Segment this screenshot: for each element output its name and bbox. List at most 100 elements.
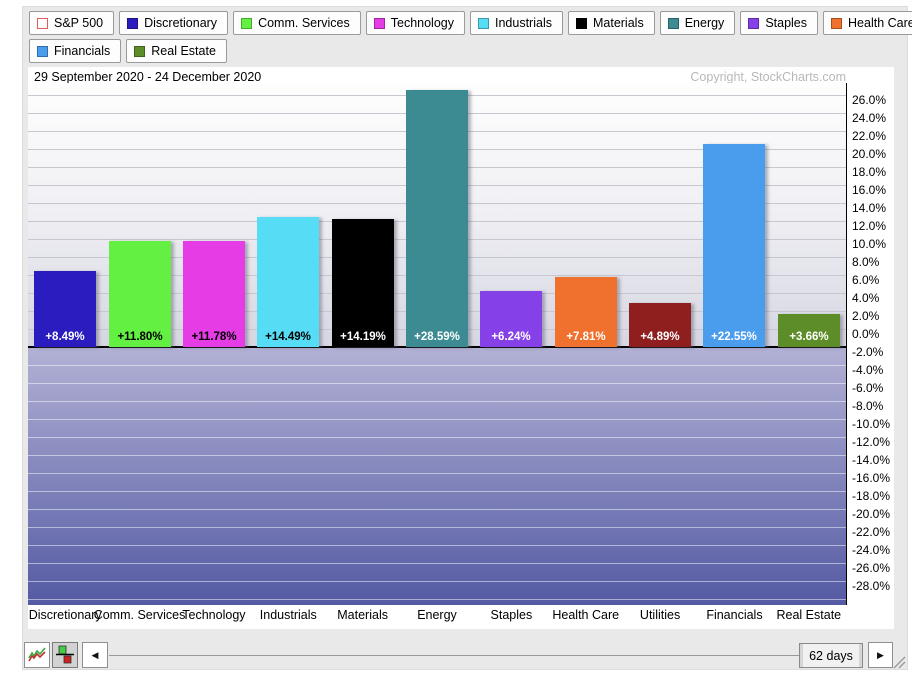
health-care-swatch-icon xyxy=(831,17,843,29)
bar-energy: +28.59% xyxy=(406,90,468,347)
y-tick-label: 26.0% xyxy=(852,93,887,107)
s-p-500-swatch-icon xyxy=(37,17,48,29)
energy-swatch-icon xyxy=(667,17,679,29)
scroll-right-button[interactable]: ▶ xyxy=(868,642,893,668)
range-slider-thumb[interactable]: 62 days xyxy=(799,643,863,668)
y-tick-label: -8.0% xyxy=(852,399,884,413)
y-tick-label: -24.0% xyxy=(852,543,891,557)
line-chart-icon xyxy=(27,645,47,666)
y-tick-label: 8.0% xyxy=(852,255,880,269)
legend-item-real-estate[interactable]: Real Estate xyxy=(126,39,227,63)
bar-value-label: +28.59% xyxy=(414,331,460,343)
bar-real-estate: +3.66% xyxy=(778,314,840,347)
x-tick-label-staples: Staples xyxy=(490,608,533,622)
bar-value-label: +14.19% xyxy=(340,331,386,343)
gridline xyxy=(28,509,846,510)
x-tick-label-materials: Materials xyxy=(337,608,388,622)
bar-value-label: +3.66% xyxy=(789,331,829,343)
x-tick-label-discretionary: Discretionary xyxy=(28,608,102,622)
gridline xyxy=(28,383,846,384)
y-tick-label: -12.0% xyxy=(852,435,891,449)
legend-item-s-p-500[interactable]: S&P 500 xyxy=(29,11,115,35)
legend-item-label: Energy xyxy=(684,16,725,30)
y-tick-label: -26.0% xyxy=(852,561,891,575)
scroll-left-button[interactable]: ◀ xyxy=(82,642,108,668)
discretionary-swatch-icon xyxy=(127,17,139,29)
bar-value-label: +11.78% xyxy=(191,331,237,343)
staples-swatch-icon xyxy=(748,17,760,29)
legend-item-label: Staples xyxy=(765,16,808,30)
legend-item-technology[interactable]: Technology xyxy=(365,11,465,35)
y-tick-label: 10.0% xyxy=(852,237,887,251)
financials-swatch-icon xyxy=(37,45,48,57)
legend-item-discretionary[interactable]: Discretionary xyxy=(119,11,229,35)
y-tick-label: -14.0% xyxy=(852,453,891,467)
y-tick-label: -28.0% xyxy=(852,579,891,593)
left-arrow-icon: ◀ xyxy=(91,649,99,660)
legend-item-financials[interactable]: Financials xyxy=(29,39,122,63)
legend-item-energy[interactable]: Energy xyxy=(659,11,736,35)
legend-item-industrials[interactable]: Industrials xyxy=(470,11,563,35)
gridline xyxy=(28,473,846,474)
gridline xyxy=(28,491,846,492)
bar-value-label: +22.55% xyxy=(711,331,757,343)
range-slider-track[interactable] xyxy=(109,655,799,656)
y-tick-label: -2.0% xyxy=(852,345,884,359)
materials-swatch-icon xyxy=(575,17,587,29)
x-tick-label-utilities: Utilities xyxy=(639,608,681,622)
bar-value-label: +7.81% xyxy=(566,331,606,343)
legend-item-health-care[interactable]: Health Care xyxy=(823,11,912,35)
gridline xyxy=(28,401,846,402)
histogram-icon xyxy=(55,644,75,667)
y-tick-label: 0.0% xyxy=(852,327,880,341)
x-tick-label-industrials: Industrials xyxy=(259,608,317,622)
y-tick-label: -4.0% xyxy=(852,363,884,377)
legend-item-label: S&P 500 xyxy=(54,16,104,30)
gridline xyxy=(28,437,846,438)
bar-materials: +14.19% xyxy=(332,219,394,347)
y-tick-label: 2.0% xyxy=(852,309,880,323)
legend-row-2: Financials Real Estate xyxy=(29,39,232,63)
x-tick-label-financials: Financials xyxy=(706,608,763,622)
gridline xyxy=(28,581,846,582)
bar-comm-services: +11.80% xyxy=(109,241,171,347)
plot-area: +8.49% +11.80% +11.78% +14.49% +14.19% +28.59… xyxy=(28,83,847,605)
legend-item-label: Financials xyxy=(54,44,111,58)
bar-value-label: +14.49% xyxy=(265,331,311,343)
line-chart-mode-button[interactable] xyxy=(24,642,50,668)
bar-technology: +11.78% xyxy=(183,241,245,347)
x-tick-label-real-estate: Real Estate xyxy=(776,608,842,622)
y-tick-label: 18.0% xyxy=(852,165,887,179)
chart-area: 29 September 2020 - 24 December 2020 Cop… xyxy=(28,67,894,629)
x-tick-label-health-care: Health Care xyxy=(552,608,620,622)
legend-item-staples[interactable]: Staples xyxy=(740,11,819,35)
legend-item-label: Health Care xyxy=(848,16,912,30)
bar-financials: +22.55% xyxy=(703,144,765,347)
y-tick-label: 6.0% xyxy=(852,273,880,287)
bar-health-care: +7.81% xyxy=(555,277,617,347)
legend-item-materials[interactable]: Materials xyxy=(567,11,655,35)
bar-industrials: +14.49% xyxy=(257,217,319,347)
gridline xyxy=(28,563,846,564)
y-tick-label: -10.0% xyxy=(852,417,891,431)
y-tick-label: -22.0% xyxy=(852,525,891,539)
gridline xyxy=(28,365,846,366)
legend-item-comm-services[interactable]: Comm. Services xyxy=(233,11,361,35)
bar-staples: +6.24% xyxy=(480,291,542,347)
bar-value-label: +11.80% xyxy=(117,331,163,343)
x-axis-labels: Discretionary Comm. Services Technology Ind… xyxy=(28,608,846,624)
y-tick-label: -20.0% xyxy=(852,507,891,521)
legend-item-label: Industrials xyxy=(495,16,552,30)
gridline xyxy=(28,599,846,600)
histogram-mode-button[interactable] xyxy=(52,642,78,668)
zero-line xyxy=(28,346,846,348)
comm-services-swatch-icon xyxy=(241,17,253,29)
bar-utilities: +4.89% xyxy=(629,303,691,347)
x-tick-label-comm-services: Comm. Services xyxy=(93,608,186,622)
legend-item-label: Comm. Services xyxy=(258,16,350,30)
bar-discretionary: +8.49% xyxy=(34,271,96,347)
resize-grip[interactable] xyxy=(891,654,907,675)
y-tick-label: 22.0% xyxy=(852,129,887,143)
technology-swatch-icon xyxy=(373,17,385,29)
negative-region-background xyxy=(28,347,846,605)
